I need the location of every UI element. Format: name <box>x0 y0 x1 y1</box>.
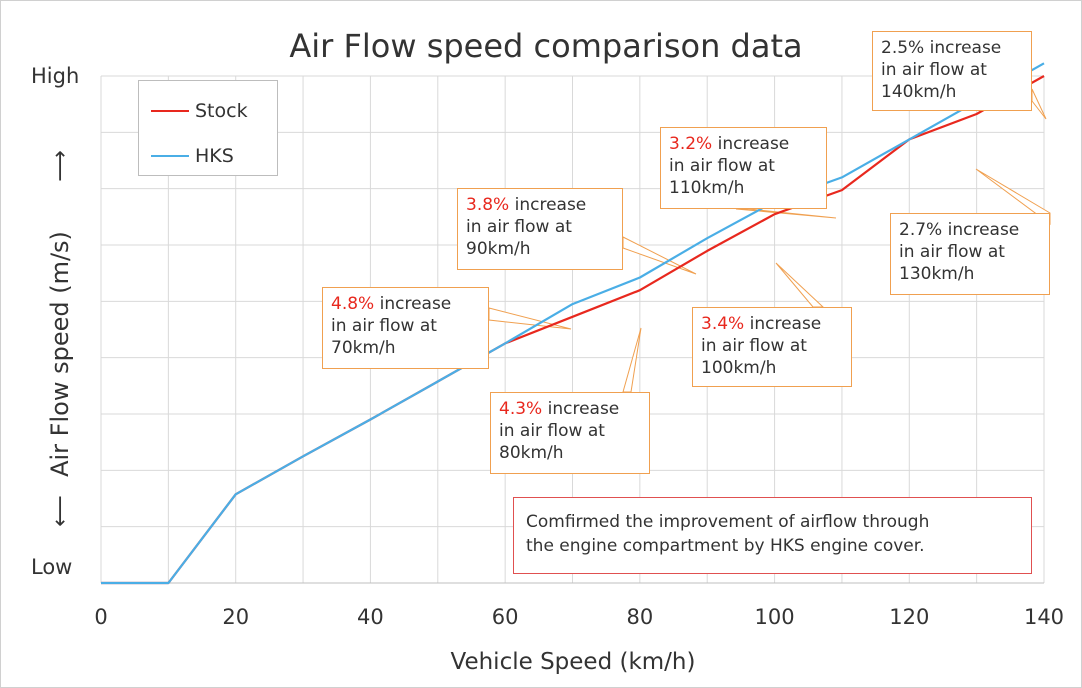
annotation-100kmh-line1: increase <box>744 314 822 334</box>
chart-title: Air Flow speed comparison data <box>289 27 802 65</box>
annotation-140kmh: 2.5% increase in air flow at 140km/h <box>872 31 1032 111</box>
annotation-leader <box>775 262 825 308</box>
annotation-110kmh-line1: increase <box>712 134 790 154</box>
x-tick-label: 80 <box>626 605 653 629</box>
annotation-90kmh: 3.8% increase in air flow at 90km/h <box>457 188 623 270</box>
annotation-140kmh-line2: in air flow at <box>881 60 987 80</box>
annotation-100kmh-line3: 100km/h <box>701 358 777 378</box>
conclusion-note-line1: Comfirmed the improvement of airflow thr… <box>526 512 930 532</box>
annotation-110kmh-line3: 110km/h <box>669 178 745 198</box>
y-axis-arrow-up: ⟶ <box>48 150 73 182</box>
annotation-80kmh-line1: increase <box>542 399 620 419</box>
annotation-90kmh-line3: 90km/h <box>466 239 531 259</box>
annotation-130kmh: 2.7% increase in air flow at 130km/h <box>890 213 1050 295</box>
x-tick-label: 120 <box>889 605 929 629</box>
annotation-leader <box>622 236 697 275</box>
annotation-100kmh-line2: in air flow at <box>701 336 807 356</box>
annotation-130kmh-line1: increase <box>942 220 1020 240</box>
x-tick-label: 40 <box>357 605 384 629</box>
annotation-90kmh-pct: 3.8% <box>466 195 510 215</box>
annotation-90kmh-line1: increase <box>509 195 587 215</box>
annotation-130kmh-line2: in air flow at <box>899 242 1005 262</box>
annotation-140kmh-line3: 140km/h <box>881 82 957 102</box>
annotation-80kmh-line2: in air flow at <box>499 421 605 441</box>
annotation-70kmh: 4.8% increase in air flow at 70km/h <box>322 287 489 369</box>
annotation-leader <box>488 307 572 330</box>
legend-label-hks: HKS <box>195 145 234 167</box>
annotation-90kmh-line2: in air flow at <box>466 217 572 237</box>
series-layer <box>101 62 1045 585</box>
legend-swatch-stock <box>151 110 189 112</box>
y-tick-low: Low <box>31 555 72 579</box>
annotation-100kmh-pct: 3.4% <box>701 314 745 334</box>
annotation-leader <box>1031 88 1047 120</box>
annotation-70kmh-line2: in air flow at <box>331 316 437 336</box>
annotation-110kmh: 3.2% increase in air flow at 110km/h <box>660 127 827 209</box>
conclusion-note: Comfirmed the improvement of airflow thr… <box>513 497 1032 574</box>
annotation-140kmh-line1: increase <box>924 38 1002 58</box>
legend-swatch-hks <box>151 155 189 157</box>
annotation-110kmh-line2: in air flow at <box>669 156 775 176</box>
legend-item-stock: Stock <box>151 99 248 123</box>
legend-label-stock: Stock <box>195 100 248 122</box>
y-tick-high: High <box>31 64 79 88</box>
x-tick-label: 20 <box>222 605 249 629</box>
legend-item-hks: HKS <box>151 144 234 168</box>
annotation-70kmh-pct: 4.8% <box>331 294 375 314</box>
annotation-80kmh-pct: 4.3% <box>499 399 543 419</box>
x-tick-label: 140 <box>1024 605 1064 629</box>
conclusion-note-line2: the engine compartment by HKS engine cov… <box>526 536 925 556</box>
annotation-80kmh-line3: 80km/h <box>499 443 564 463</box>
x-tick-labels: 0 20 40 60 80 100 120 140 <box>94 605 1064 629</box>
annotation-100kmh: 3.4% increase in air flow at 100km/h <box>692 307 852 387</box>
legend: Stock HKS <box>138 80 278 176</box>
y-axis-arrow-down: ⟵ <box>48 495 73 527</box>
x-tick-label: 100 <box>755 605 795 629</box>
annotation-140kmh-pct: 2.5% <box>881 38 925 58</box>
leader-layer <box>488 88 1051 393</box>
annotation-70kmh-line3: 70km/h <box>331 338 396 358</box>
annotation-70kmh-line1: increase <box>374 294 452 314</box>
y-axis-title: Air Flow speed (m/s) <box>46 231 74 477</box>
annotation-leader <box>975 168 1051 225</box>
annotation-130kmh-pct: 2.7% <box>899 220 943 240</box>
x-tick-label: 0 <box>94 605 107 629</box>
series-line-hks <box>101 62 1045 585</box>
annotation-leader <box>735 208 837 219</box>
annotation-leader <box>622 327 642 393</box>
annotation-110kmh-pct: 3.2% <box>669 134 713 154</box>
annotation-80kmh: 4.3% increase in air flow at 80km/h <box>490 392 650 474</box>
x-axis-title: Vehicle Speed (km/h) <box>451 649 696 675</box>
annotation-130kmh-line3: 130km/h <box>899 264 975 284</box>
x-tick-label: 60 <box>492 605 519 629</box>
